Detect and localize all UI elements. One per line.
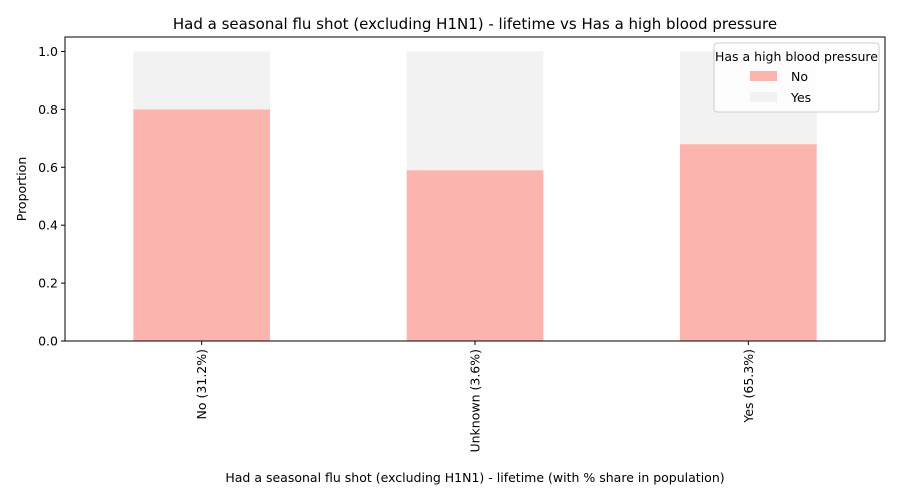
bar-no-0 (133, 109, 270, 341)
bar-yes-1 (406, 51, 544, 171)
x-tick-label: Yes (65.3%) (741, 349, 756, 424)
x-axis-label: Had a seasonal flu shot (excluding H1N1)… (225, 470, 724, 485)
legend-title: Has a high blood pressure (715, 49, 878, 64)
bar-no-2 (680, 144, 817, 341)
bar-no-1 (406, 170, 544, 341)
y-tick-label: 0.4 (38, 218, 58, 233)
legend-entries: No Yes (750, 69, 811, 105)
legend-label-yes: Yes (790, 90, 811, 105)
y-tick-label: 0.6 (38, 160, 58, 175)
legend-swatch-no (750, 71, 777, 81)
y-tick-label: 1.0 (38, 44, 58, 59)
x-tick-label: No (31.2%) (194, 349, 209, 419)
y-tick-label: 0.2 (38, 276, 58, 291)
legend: Has a high blood pressure No Yes (713, 42, 880, 113)
y-axis: 0.0 0.2 0.4 0.6 0.8 1.0 (38, 44, 65, 349)
y-axis-label: Proportion (14, 157, 29, 222)
x-axis: No (31.2%) Unknown (3.6%) Yes (65.3%) (194, 341, 756, 453)
bar-yes-0 (133, 51, 270, 110)
y-tick-label: 0.8 (38, 102, 58, 117)
legend-swatch-yes (750, 92, 777, 102)
legend-label-no: No (791, 69, 808, 84)
y-tick-label: 0.0 (38, 334, 58, 349)
chart-title: Had a seasonal flu shot (excluding H1N1)… (173, 15, 777, 33)
x-tick-label: Unknown (3.6%) (468, 349, 483, 453)
